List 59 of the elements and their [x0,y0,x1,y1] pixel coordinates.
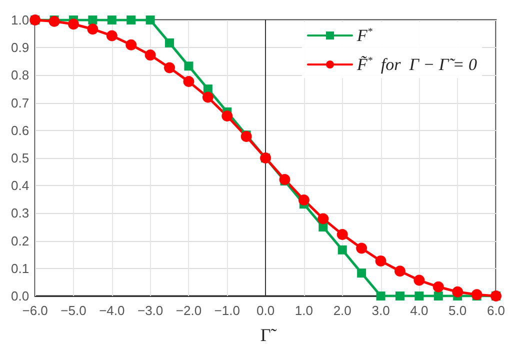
legend-label: F̃* for Γ − Γ̃ = 0 [356,55,478,74]
point [48,16,60,27]
point [202,92,214,103]
point [336,228,348,240]
point [144,50,156,61]
point [395,292,404,300]
point [375,255,386,266]
point [357,268,366,278]
x-tick-label: −5.0 [60,303,86,318]
point [394,266,406,277]
x-tick-label: 4.0 [410,303,428,318]
point [87,24,98,35]
point [298,194,310,206]
x-tick-label: 6.0 [486,303,506,318]
point [184,62,194,71]
point [164,62,176,74]
y-tick-label: 0.5 [10,150,30,166]
point [452,286,464,298]
y-tick-label: 0.9 [10,40,30,56]
point [414,274,425,286]
point [432,281,444,292]
point [68,18,79,30]
x-tick-label: 2.0 [333,303,352,318]
x-tick-label: −2.0 [176,303,202,318]
x-tick-label: 3.0 [372,303,390,318]
point [106,30,118,42]
x-tick-label: 0.0 [256,303,275,318]
y-tick-label: 0.6 [10,122,30,138]
y-tick-label: 0.8 [10,68,30,83]
y-tick-label: 0.7 [10,95,30,110]
y-tick-label: 0.3 [10,206,30,221]
point [222,110,233,122]
point [126,16,136,24]
point [471,289,482,300]
point [146,16,155,24]
y-tick-label: 0.4 [10,178,30,194]
point [183,76,194,88]
point [107,16,116,24]
y-tick-label: 0.2 [10,233,30,248]
x-tick-label: −6.0 [22,303,48,318]
x-tick-label: −1.0 [214,303,240,318]
y-tick-label: 1.0 [10,12,30,28]
x-tick-label: 1.0 [294,303,313,318]
x-tick-label: 5.0 [448,303,467,318]
point [318,213,329,224]
x-axis-title: Γ̃ [260,325,277,345]
point [434,292,443,300]
point [88,16,98,24]
point [165,38,174,48]
point [376,292,386,300]
x-tick-label: −4.0 [99,303,125,318]
point [356,242,368,254]
legend-label: F* [356,26,372,45]
x-tick-label: −3.0 [137,303,164,318]
y-tick-label: 0.1 [10,260,30,276]
point [414,292,424,300]
y-tick-label: 0.0 [10,288,30,304]
point [126,39,137,50]
point [338,245,347,254]
